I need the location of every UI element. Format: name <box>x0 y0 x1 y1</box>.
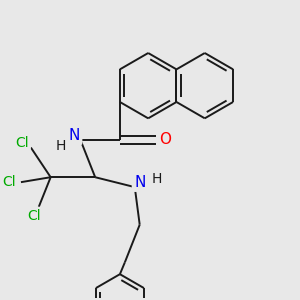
Text: Cl: Cl <box>27 209 40 223</box>
Text: Cl: Cl <box>15 136 29 150</box>
Text: H: H <box>151 172 162 186</box>
Text: O: O <box>159 132 171 147</box>
Text: H: H <box>56 139 66 152</box>
Text: N: N <box>134 175 146 190</box>
Text: Cl: Cl <box>2 175 16 189</box>
Text: N: N <box>69 128 80 143</box>
